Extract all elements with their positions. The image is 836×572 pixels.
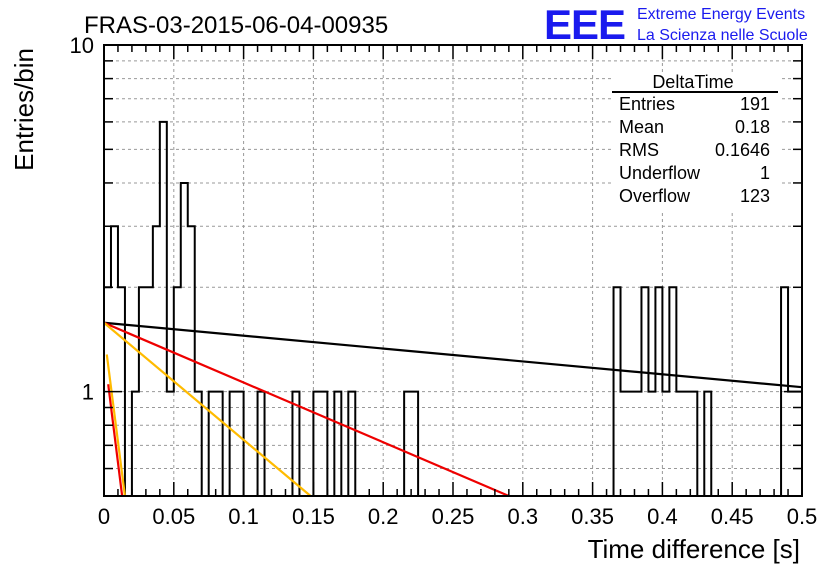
- x-tick-label: 0.15: [292, 504, 335, 529]
- x-tick-label: 0.3: [508, 504, 539, 529]
- x-tick-label: 0: [98, 504, 110, 529]
- stats-value-overflow: 123: [740, 186, 770, 206]
- x-tick-label: 0.05: [152, 504, 195, 529]
- fit-curve-3: [107, 384, 124, 497]
- stats-value-underflow: 1: [760, 163, 770, 183]
- stats-box-title: DeltaTime: [652, 72, 733, 92]
- stats-box: DeltaTime Entries 191 Mean 0.18 RMS 0.16…: [612, 72, 780, 212]
- stats-value-mean: 0.18: [735, 117, 770, 137]
- fit-curve-1: [103, 321, 510, 498]
- fit-curve-2: [103, 321, 312, 497]
- x-axis-label: Time difference [s]: [588, 534, 800, 564]
- x-tick-label: 0.25: [432, 504, 475, 529]
- x-tick-label: 0.35: [571, 504, 614, 529]
- stats-label-rms: RMS: [619, 140, 659, 160]
- chart-title: FRAS-03-2015-06-04-00935: [84, 12, 388, 39]
- stats-label-overflow: Overflow: [619, 186, 691, 206]
- stats-box-background: [612, 72, 780, 212]
- fit-curves: [103, 321, 803, 498]
- x-tick-label: 0.2: [368, 504, 399, 529]
- histogram-outline: [103, 120, 803, 497]
- histogram-bars: [103, 120, 803, 497]
- fit-curve-0: [103, 321, 803, 389]
- x-tick-label: 0.4: [647, 504, 678, 529]
- y-tick-label: 1: [82, 380, 94, 405]
- x-tick-label: 0.45: [711, 504, 754, 529]
- logo-line2: La Scienza nelle Scuole: [637, 27, 808, 44]
- stats-label-underflow: Underflow: [619, 163, 701, 183]
- tick-labels: 0 0.05 0.1 0.15 0.2 0.25 0.3 0.35 0.4 0.45 0.5 1 10: [70, 33, 818, 529]
- eee-logo: EEE Extreme Energy Events La Scienza nel…: [544, 1, 808, 48]
- x-tick-label: 0.1: [228, 504, 259, 529]
- y-tick-label: 10: [70, 33, 94, 58]
- logo-line1: Extreme Energy Events: [637, 6, 805, 23]
- stats-label-entries: Entries: [619, 94, 675, 114]
- x-tick-label: 0.5: [787, 504, 818, 529]
- grid-lines: [104, 45, 802, 496]
- fit-curve-4: [105, 354, 127, 497]
- stats-label-mean: Mean: [619, 117, 664, 137]
- stats-value-entries: 191: [740, 94, 770, 114]
- logo-mark: EEE: [544, 1, 625, 48]
- stats-value-rms: 0.1646: [715, 140, 770, 160]
- y-axis-label: Entries/bin: [9, 48, 39, 171]
- axes: [103, 44, 803, 497]
